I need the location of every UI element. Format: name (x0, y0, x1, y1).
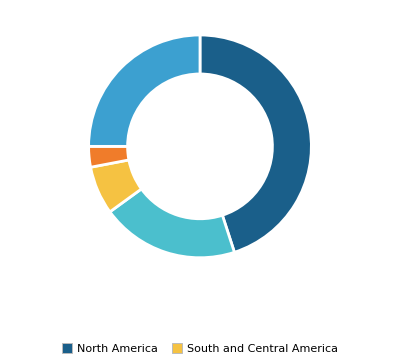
Wedge shape (200, 35, 311, 252)
Wedge shape (110, 189, 234, 258)
Wedge shape (89, 146, 129, 167)
Legend: North America, Europe, Asia Pacific, South and Central America, Middle East and : North America, Europe, Asia Pacific, Sou… (57, 339, 343, 357)
Wedge shape (89, 35, 200, 146)
Wedge shape (90, 160, 142, 212)
